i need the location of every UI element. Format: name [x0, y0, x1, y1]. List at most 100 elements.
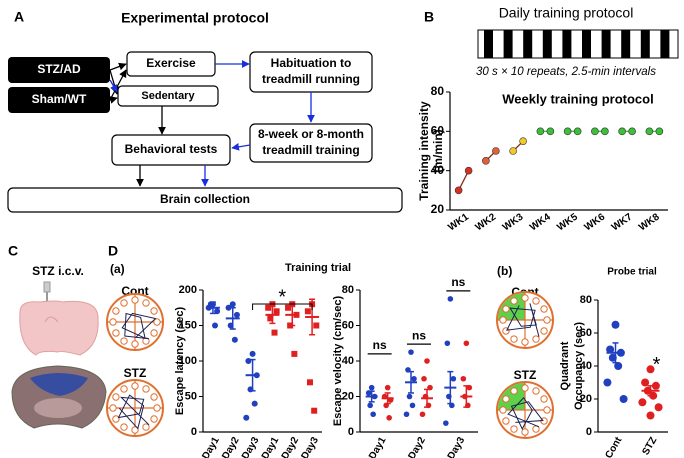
swim-path: [117, 394, 150, 430]
maze-hole: [142, 423, 150, 431]
arrow: [109, 79, 118, 93]
y-tick-label: 40: [342, 355, 354, 367]
maze: [496, 291, 554, 349]
node-label: Sham/WT: [32, 92, 87, 106]
mean-error: [444, 370, 457, 405]
daily-title: Daily training protocol: [499, 5, 634, 21]
y-tick-label: 150: [179, 319, 197, 331]
maze-hole: [120, 423, 128, 431]
panel-label: C: [8, 243, 18, 259]
y-tick-label: 50: [185, 390, 197, 402]
x-tick-label: Day1: [200, 435, 222, 458]
mean-error: [205, 301, 220, 315]
y-axis-label: Training intensity: [417, 101, 431, 201]
maze-hole: [532, 335, 540, 343]
y-tick-label: 20: [431, 202, 445, 216]
data-point: [603, 378, 612, 387]
data-point: [271, 329, 278, 336]
data-point: [406, 393, 413, 400]
chart-title: Weekly training protocol: [502, 91, 653, 106]
maze-hole: [540, 327, 548, 335]
data-point: [411, 375, 417, 382]
y-axis-label: (m/min): [431, 129, 445, 172]
data-point: [291, 350, 298, 357]
node-label: Habituation to: [271, 56, 352, 70]
data-point: [655, 127, 664, 136]
maze-hole: [150, 307, 158, 315]
node-label: Behavioral tests: [125, 142, 218, 156]
significance-bracket: [252, 303, 313, 310]
node-label: treadmill running: [262, 72, 360, 86]
node: [117, 85, 219, 107]
y-tick-label: 0: [191, 426, 197, 438]
data-point: [638, 398, 647, 407]
data-point: [311, 407, 318, 414]
annotation: ns: [373, 338, 387, 352]
daily-bar: [582, 30, 591, 58]
data-point: [231, 336, 238, 343]
x-tick-label: Cont: [603, 435, 624, 458]
mean-error: [405, 370, 417, 394]
data-point: [212, 322, 219, 329]
swim-path: [506, 303, 540, 337]
node-label: Sedentary: [141, 90, 195, 102]
maze-hole: [131, 426, 139, 434]
maze-label: STZ: [514, 368, 537, 382]
daily-bars: [484, 30, 670, 58]
daily-bar: [601, 30, 611, 58]
maze-hole: [532, 297, 540, 305]
maze-hole: [540, 395, 548, 403]
annotation: *: [278, 286, 286, 308]
y-tick-label: 200: [179, 284, 197, 296]
x-tick-label: Day3: [299, 435, 321, 458]
maze-hole: [112, 393, 120, 401]
y-tick-label: 60: [342, 319, 354, 331]
node-label: Exercise: [146, 56, 196, 70]
x-tick-label: WK6: [583, 211, 608, 233]
arrow: [109, 69, 127, 101]
swim-path: [507, 396, 544, 430]
daily-bar: [660, 30, 670, 58]
data-point: [265, 304, 272, 311]
x-tick-label: WK2: [474, 211, 499, 233]
mean-error: [245, 358, 260, 392]
y-tick-label: 80: [580, 294, 592, 306]
data-point: [267, 315, 274, 322]
y-tick-label: 0: [348, 426, 354, 438]
data-point: [370, 411, 376, 418]
daily-bar: [542, 30, 552, 58]
data-point: [536, 127, 545, 136]
maze-hole: [532, 387, 540, 395]
x-tick-label: Day2: [220, 435, 242, 458]
data-point: [285, 304, 292, 311]
data-point: [450, 375, 457, 382]
maze-hole: [502, 305, 510, 313]
y-tick-label: 80: [342, 284, 354, 296]
y-tick-label: 20: [342, 390, 354, 402]
data-point: [651, 381, 660, 390]
node: [8, 57, 110, 83]
data-point: [251, 400, 258, 407]
data-point: [313, 322, 320, 329]
brain-label: STZ i.c.v.: [32, 264, 84, 278]
flowchart: STZ/AD Sham/WT Exercise Sedentary Habitu…: [7, 51, 403, 213]
data-point: [563, 127, 572, 136]
data-point: [591, 127, 599, 136]
data-point: [368, 384, 375, 391]
node-label: STZ/AD: [37, 62, 81, 76]
daily-bar: [503, 30, 513, 58]
section-title: Training trial: [285, 262, 351, 274]
daily-bar: [484, 30, 493, 58]
maze-hole: [521, 338, 529, 346]
maze-hole: [150, 329, 158, 337]
maze-hole: [120, 299, 128, 307]
data-point: [447, 296, 454, 302]
maze-hole: [131, 296, 139, 304]
daily-caption: 30 s × 10 repeats, 2.5-min intervals: [476, 66, 656, 78]
x-tick-label: Day3: [240, 435, 262, 458]
data-point: [464, 166, 473, 175]
maze-hole: [521, 428, 529, 436]
maze-hole: [120, 337, 128, 345]
maze-hole: [112, 415, 120, 423]
panel-label: D: [108, 243, 118, 259]
